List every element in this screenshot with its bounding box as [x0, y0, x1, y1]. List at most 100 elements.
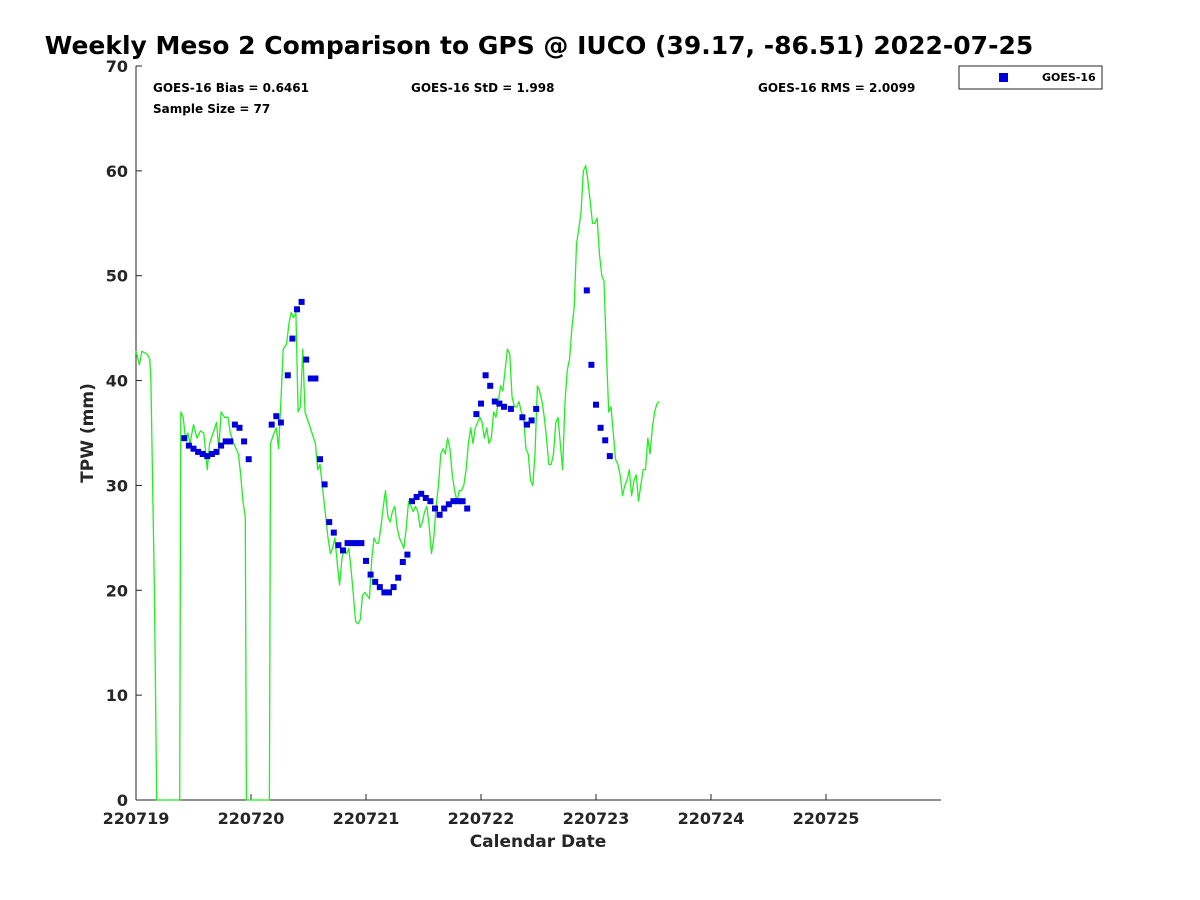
y-axis-label: TPW (mm)	[78, 383, 98, 483]
data-point-goes-16-9	[222, 438, 229, 445]
data-point-goes-16-48	[422, 495, 429, 501]
data-point-goes-16-39	[381, 589, 388, 596]
data-point-goes-16-8	[218, 442, 225, 449]
y-tick-label-5: 50	[106, 267, 128, 286]
data-point-goes-16-22	[303, 356, 310, 363]
data-point-goes-16-55	[455, 498, 461, 505]
data-point-goes-16-57	[464, 505, 471, 512]
data-point-goes-16-42	[395, 574, 402, 581]
data-point-goes-16-14	[245, 456, 252, 463]
data-point-goes-16-5	[204, 453, 211, 460]
x-tick-label-2: 220721	[333, 809, 400, 828]
y-tick-label-7: 70	[106, 57, 128, 76]
data-point-goes-16-24	[312, 375, 319, 382]
data-point-goes-16-25	[317, 456, 323, 463]
legend-label-goes16: GOES-16	[1042, 71, 1096, 84]
data-point-goes-16-0	[181, 435, 188, 442]
data-point-goes-16-64	[501, 403, 507, 410]
y-tick-label-6: 60	[106, 162, 128, 181]
data-point-goes-16-15	[268, 421, 275, 428]
data-point-goes-16-46	[413, 494, 420, 500]
data-point-goes-16-72	[593, 401, 599, 408]
data-point-goes-16-38	[376, 584, 383, 591]
data-point-goes-16-47	[418, 490, 425, 497]
data-point-goes-16-6	[208, 451, 215, 457]
x-axis-label: Calendar Date	[470, 832, 607, 852]
plot-area	[135, 66, 941, 801]
x-tick-label-5: 220724	[678, 809, 745, 828]
data-point-goes-16-75	[606, 453, 613, 460]
x-axis: 220719 220720 220721 220722 220723 220724 2207…	[103, 794, 859, 828]
y-tick-label-3: 30	[106, 476, 128, 495]
bias-annotation: GOES-16 Bias = 0.6461	[153, 81, 309, 95]
data-point-goes-16-29	[335, 542, 342, 549]
data-point-goes-16-1	[185, 442, 192, 449]
series-layer	[135, 164, 660, 801]
y-axis: 0 10 20 30 40 50 60 70	[106, 57, 142, 810]
data-point-goes-16-54	[450, 498, 457, 505]
data-point-goes-16-37	[372, 578, 379, 585]
data-point-goes-16-17	[277, 419, 284, 426]
data-point-goes-16-73	[597, 424, 604, 431]
data-point-goes-16-67	[524, 421, 530, 428]
data-point-goes-16-74	[602, 437, 609, 444]
data-point-goes-16-26	[321, 481, 328, 488]
data-point-goes-16-31	[344, 540, 351, 547]
chart-title: Weekly Meso 2 Comparison to GPS @ IUCO (…	[45, 31, 1033, 60]
data-point-goes-16-4	[199, 451, 206, 457]
std-annotation: GOES-16 StD = 1.998	[411, 81, 554, 95]
data-point-goes-16-60	[482, 372, 489, 379]
data-point-goes-16-20	[294, 306, 300, 313]
data-point-goes-16-65	[507, 405, 514, 412]
data-point-goes-16-52	[441, 505, 448, 512]
data-point-goes-16-21	[298, 298, 305, 305]
data-point-goes-16-33	[353, 540, 360, 547]
x-tick-label-3: 220722	[448, 809, 515, 828]
data-point-goes-16-30	[340, 547, 346, 554]
data-point-goes-16-70	[583, 287, 590, 294]
data-point-goes-16-62	[491, 398, 498, 405]
y-tick-label-1: 10	[106, 686, 128, 705]
x-tick-label-4: 220723	[563, 809, 630, 828]
data-point-goes-16-10	[227, 438, 234, 445]
y-tick-label-4: 40	[106, 372, 128, 391]
data-point-goes-16-12	[236, 424, 243, 431]
data-point-goes-16-59	[478, 400, 484, 407]
data-point-goes-16-16	[273, 413, 280, 420]
data-point-goes-16-58	[473, 411, 480, 418]
data-point-goes-16-34	[358, 540, 365, 547]
series-points-goes-16	[181, 287, 613, 596]
data-point-goes-16-3	[195, 448, 202, 455]
rms-annotation: GOES-16 RMS = 2.0099	[758, 81, 915, 95]
data-point-goes-16-18	[284, 372, 291, 379]
legend-box	[958, 65, 1103, 90]
data-point-goes-16-41	[390, 584, 397, 591]
data-point-goes-16-2	[190, 445, 197, 452]
data-point-goes-16-63	[496, 400, 503, 407]
x-tick-label-0: 220719	[103, 809, 170, 828]
data-point-goes-16-53	[445, 501, 452, 508]
data-point-goes-16-28	[330, 529, 337, 536]
data-point-goes-16-51	[436, 511, 443, 518]
data-point-goes-16-19	[289, 335, 296, 342]
data-point-goes-16-27	[326, 519, 333, 526]
series-line-gps	[135, 164, 660, 801]
data-point-goes-16-66	[519, 414, 526, 421]
data-point-goes-16-23	[307, 375, 314, 382]
y-tick-label-0: 0	[117, 791, 128, 810]
data-point-goes-16-13	[241, 438, 248, 445]
data-point-goes-16-32	[349, 540, 356, 547]
data-point-goes-16-45	[409, 498, 415, 505]
y-tick-label-2: 20	[106, 581, 128, 600]
data-point-goes-16-40	[386, 589, 392, 596]
data-point-goes-16-50	[432, 505, 438, 512]
data-point-goes-16-61	[487, 382, 494, 389]
data-point-goes-16-7	[213, 448, 220, 455]
data-point-goes-16-68	[528, 417, 535, 424]
stats-annotations: GOES-16 Bias = 0.6461 GOES-16 StD = 1.99…	[153, 81, 915, 116]
data-point-goes-16-49	[427, 498, 434, 505]
sample-size-annotation: Sample Size = 77	[153, 102, 270, 116]
data-point-goes-16-44	[404, 551, 411, 558]
data-point-goes-16-11	[231, 421, 238, 428]
